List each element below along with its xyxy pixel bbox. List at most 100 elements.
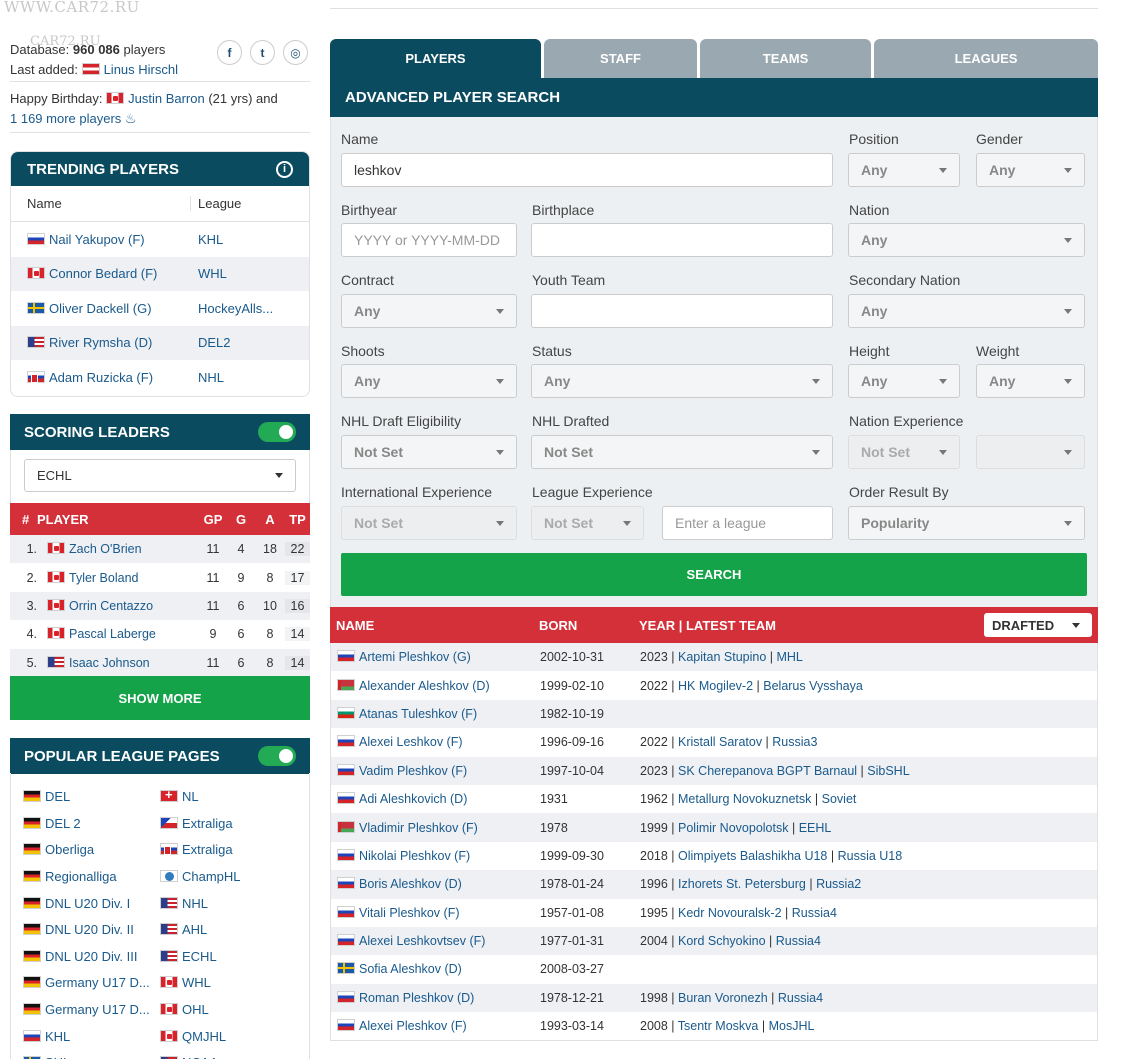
league-link[interactable]: DNL U20 Div. III <box>45 948 138 964</box>
result-team-link[interactable]: Izhorets St. Petersburg <box>678 877 806 892</box>
league-link[interactable]: DEL 2 <box>45 815 81 831</box>
trending-league-link[interactable]: HockeyAlls... <box>198 300 274 316</box>
info-icon[interactable]: i <box>276 160 293 178</box>
weight-select[interactable]: Any <box>976 364 1085 398</box>
result-player-link[interactable]: Nikolai Pleshkov (F) <box>359 848 471 863</box>
scoring-player-link[interactable]: Zach O'Brien <box>69 542 142 557</box>
league-input[interactable]: Enter a league <box>662 506 833 540</box>
result-league-link[interactable]: MHL <box>776 650 803 665</box>
nation-experience-value-select[interactable] <box>976 435 1085 469</box>
trending-player-link[interactable]: Oliver Dackell (G) <box>49 300 152 316</box>
result-player-link[interactable]: Alexei Leshkovtsev (F) <box>359 934 486 949</box>
result-league-link[interactable]: MosJHL <box>768 1019 815 1034</box>
league-link[interactable]: KHL <box>45 1028 71 1044</box>
col-result-team[interactable]: YEAR | LATEST TEAM <box>639 617 777 633</box>
order-by-select[interactable]: Popularity <box>848 506 1085 540</box>
result-team-link[interactable]: Buran Voronezh <box>678 990 768 1005</box>
result-player-link[interactable]: Adi Aleshkovich (D) <box>359 792 468 807</box>
instagram-icon[interactable]: ◎ <box>283 40 308 65</box>
draft-eligibility-select[interactable]: Not Set <box>341 435 517 469</box>
birthday-player-link[interactable]: Justin Barron <box>128 91 205 106</box>
birthplace-input[interactable] <box>531 223 833 257</box>
scoring-player-link[interactable]: Orrin Centazzo <box>69 598 154 613</box>
result-player-link[interactable]: Artemi Pleshkov (G) <box>359 650 471 665</box>
league-link[interactable]: NCAA <box>182 1055 218 1059</box>
league-link[interactable]: QMJHL <box>182 1028 227 1044</box>
contract-select[interactable]: Any <box>341 294 517 328</box>
trending-league-link[interactable]: NHL <box>198 369 225 385</box>
league-link[interactable]: OHL <box>182 1002 209 1017</box>
result-league-link[interactable]: Russia2 <box>816 877 862 892</box>
result-team-link[interactable]: HK Mogilev-2 <box>678 678 754 693</box>
result-player-link[interactable]: Vadim Pleshkov (F) <box>359 763 468 778</box>
scoring-player-link[interactable]: Isaac Johnson <box>69 655 150 670</box>
result-league-link[interactable]: Belarus Vysshaya <box>763 678 863 693</box>
last-added-player-link[interactable]: Linus Hirschl <box>103 62 178 77</box>
trending-player-link[interactable]: Nail Yakupov (F) <box>49 231 145 247</box>
tab-leagues[interactable]: LEAGUES <box>874 39 1098 78</box>
sort-select[interactable]: DRAFTED <box>984 613 1092 637</box>
international-experience-select[interactable]: Not Set <box>341 506 517 540</box>
result-team-link[interactable]: Olimpiyets Balashikha U18 <box>678 848 828 863</box>
result-league-link[interactable]: Russia U18 <box>837 848 903 863</box>
more-birthdays-link[interactable]: 1 169 more players ♨ <box>10 111 137 126</box>
youth-team-input[interactable] <box>531 294 833 328</box>
birthyear-input[interactable]: YYYY or YYYY-MM-DD <box>341 223 517 257</box>
trending-league-link[interactable]: DEL2 <box>198 335 231 351</box>
result-team-link[interactable]: Kristall Saratov <box>678 735 763 750</box>
result-team-link[interactable]: Polimir Novopolotsk <box>678 820 789 835</box>
league-select[interactable]: ECHL <box>24 459 296 492</box>
league-link[interactable]: Extraliga <box>182 842 233 858</box>
scoring-player-link[interactable]: Pascal Laberge <box>69 627 156 642</box>
height-select[interactable]: Any <box>848 364 960 398</box>
secondary-nation-select[interactable]: Any <box>848 294 1085 328</box>
league-link[interactable]: SHL <box>45 1055 70 1059</box>
result-team-link[interactable]: Kapitan Stupino <box>678 650 767 665</box>
result-player-link[interactable]: Alexander Aleshkov (D) <box>359 678 490 693</box>
nhl-drafted-select[interactable]: Not Set <box>531 435 833 469</box>
shoots-select[interactable]: Any <box>341 364 517 398</box>
result-league-link[interactable]: Russia4 <box>777 990 824 1005</box>
tab-teams[interactable]: TEAMS <box>700 39 871 78</box>
trending-player-link[interactable]: Adam Ruzicka (F) <box>49 369 154 385</box>
tab-staff[interactable]: STAFF <box>544 39 697 78</box>
league-experience-select[interactable]: Not Set <box>531 506 644 540</box>
league-link[interactable]: ChampHL <box>182 868 241 884</box>
result-player-link[interactable]: Sofia Aleshkov (D) <box>359 962 462 977</box>
trending-league-link[interactable]: KHL <box>198 231 224 247</box>
result-player-link[interactable]: Roman Pleshkov (D) <box>359 990 475 1005</box>
nation-select[interactable]: Any <box>848 223 1085 257</box>
league-link[interactable]: DNL U20 Div. I <box>45 895 131 911</box>
gender-select[interactable]: Any <box>976 153 1085 187</box>
trending-player-link[interactable]: River Rymsha (D) <box>49 335 153 351</box>
col-result-name[interactable]: NAME <box>336 617 375 633</box>
scoring-player-link[interactable]: Tyler Boland <box>69 570 139 585</box>
result-player-link[interactable]: Alexei Leshkov (F) <box>359 735 463 750</box>
result-team-link[interactable]: SK Cherepanova BGPT Barnaul <box>678 763 858 778</box>
league-link[interactable]: NL <box>182 789 199 804</box>
result-league-link[interactable]: Russia4 <box>775 934 821 949</box>
league-link[interactable]: Oberliga <box>45 842 95 858</box>
result-league-link[interactable]: EEHL <box>798 820 832 835</box>
nation-experience-select[interactable]: Not Set <box>848 435 960 469</box>
tab-players[interactable]: PLAYERS <box>330 39 541 78</box>
result-team-link[interactable]: Kord Schyokino <box>678 934 766 949</box>
result-team-link[interactable]: Metallurg Novokuznetsk <box>678 792 812 807</box>
twitter-icon[interactable]: t <box>250 40 275 65</box>
result-league-link[interactable]: Russia3 <box>772 735 818 750</box>
trending-player-link[interactable]: Connor Bedard (F) <box>49 266 158 282</box>
league-link[interactable]: NHL <box>182 895 209 911</box>
result-league-link[interactable]: Soviet <box>821 792 857 807</box>
result-league-link[interactable]: Russia4 <box>791 905 837 920</box>
position-select[interactable]: Any <box>848 153 960 187</box>
trending-league-link[interactable]: WHL <box>198 266 227 282</box>
league-link[interactable]: DEL <box>45 789 71 804</box>
result-player-link[interactable]: Boris Aleshkov (D) <box>359 877 462 892</box>
league-link[interactable]: Germany U17 D... <box>45 975 150 991</box>
result-player-link[interactable]: Atanas Tuleshkov (F) <box>359 706 478 721</box>
league-link[interactable]: DNL U20 Div. II <box>45 922 134 938</box>
league-link[interactable]: Regionalliga <box>45 868 117 884</box>
result-player-link[interactable]: Vladimir Pleshkov (F) <box>359 820 478 835</box>
result-team-link[interactable]: Tsentr Moskva <box>677 1019 759 1034</box>
result-player-link[interactable]: Vitali Pleshkov (F) <box>359 905 460 920</box>
